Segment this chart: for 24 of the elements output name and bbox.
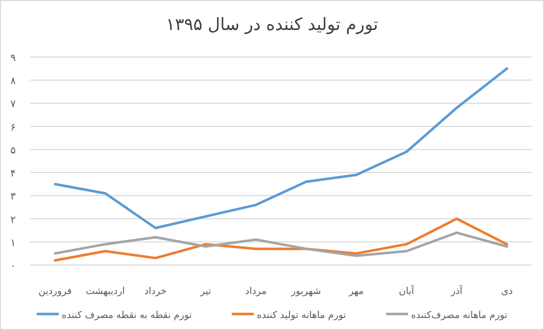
ytick: ۱ (10, 238, 16, 249)
legend-label: تورم ماهانه تولید کننده (256, 310, 346, 321)
ytick: ۴ (10, 168, 16, 180)
legend-label: تورم ماهانه مصرف‌کننده (411, 310, 508, 321)
ytick: ۵ (10, 145, 16, 156)
ytick: ۷ (10, 99, 16, 110)
xtick: دی (501, 286, 513, 297)
xtick: خرداد (144, 286, 167, 297)
xtick: آبان (398, 286, 414, 297)
xtick: آذر (450, 286, 462, 297)
xtick: مهر (348, 286, 364, 297)
ytick: ۹ (10, 53, 16, 64)
ytick: ۶ (10, 122, 16, 134)
legend-label: تورم نقطه به نقطه مصرف کننده (62, 310, 192, 321)
ytick: ۲ (10, 214, 16, 226)
ytick: ۰ (10, 261, 16, 272)
xtick: مرداد (245, 286, 267, 297)
xtick: تیر (200, 286, 212, 297)
xtick: اردیبهشت (86, 286, 125, 297)
title: تورم تولید کننده در سال ۱۳۹۵ (166, 15, 378, 35)
xtick: فروردین (38, 286, 72, 297)
ytick: ۸ (10, 76, 16, 88)
xtick: شهریور (291, 286, 321, 297)
ytick: ۳ (10, 192, 16, 203)
